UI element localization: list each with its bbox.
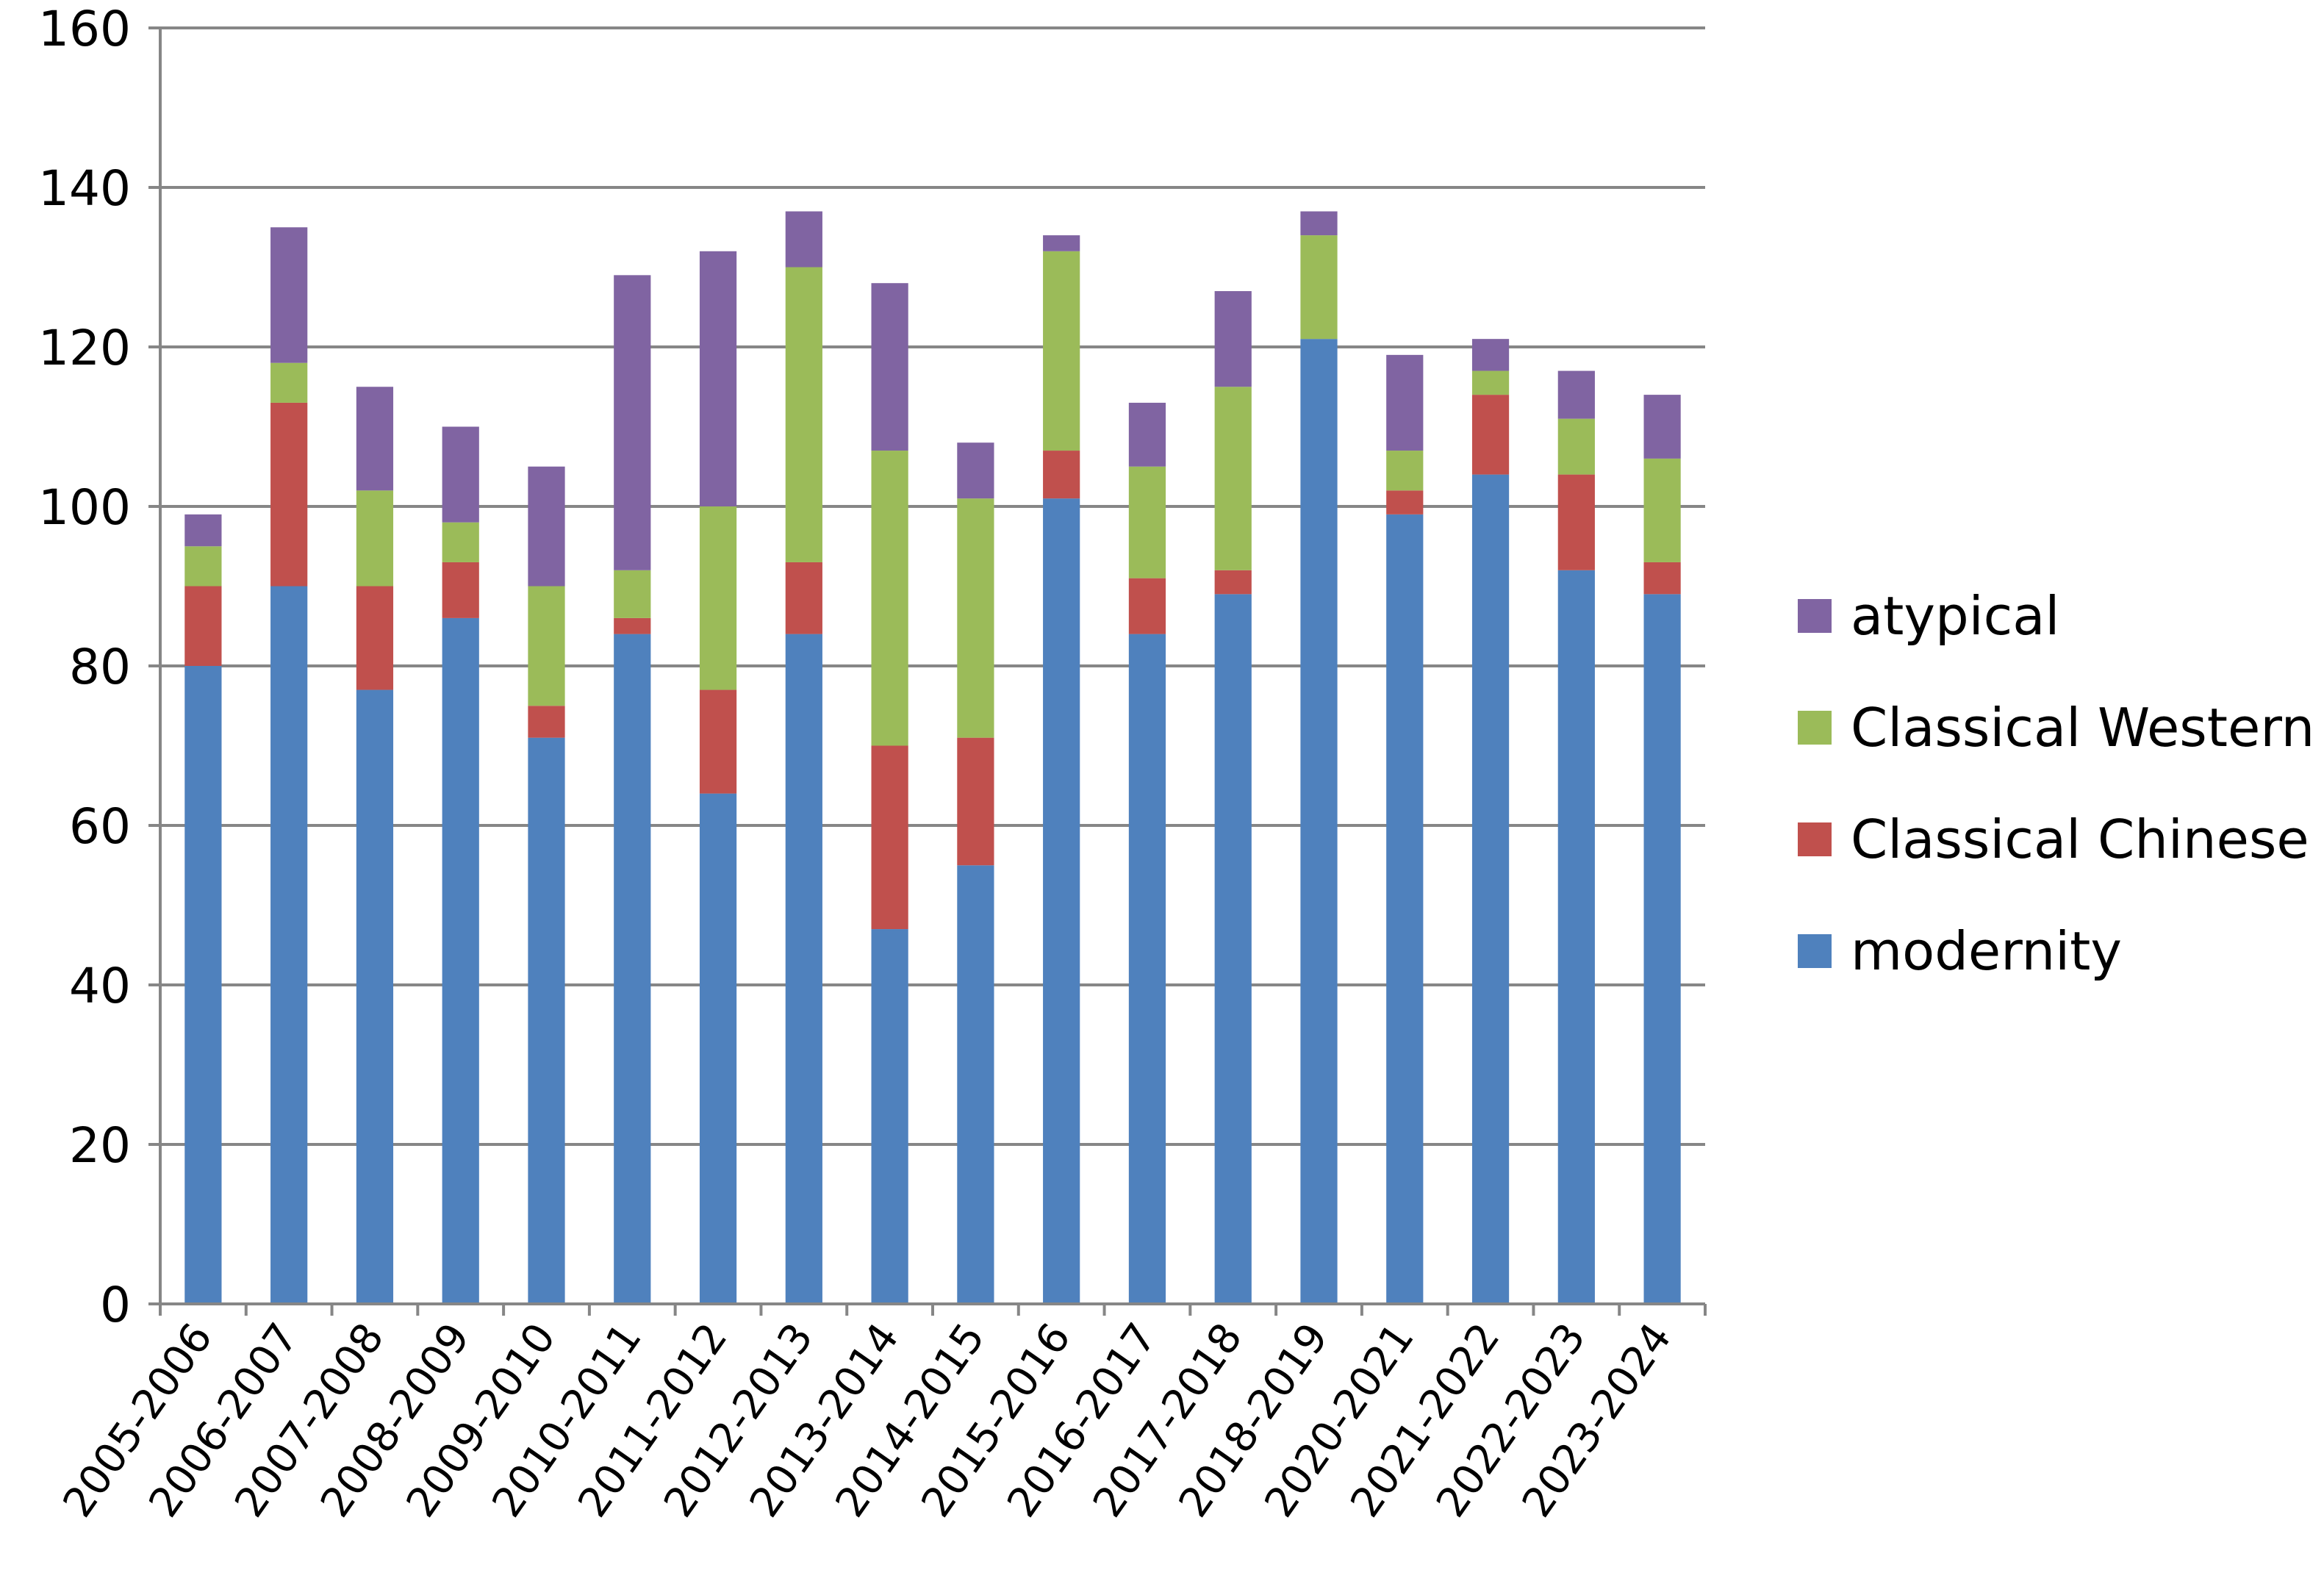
bar-segment-classical-western [785,267,822,562]
bar-segment-atypical [356,387,394,491]
legend-swatch [1798,822,1832,856]
bar-segment-classical-western [871,451,908,746]
bar-segment-classical-chinese [270,402,308,587]
bar-segment-classical-chinese [614,617,651,634]
bar-segment-atypical [699,251,737,506]
bar-segment-atypical [184,514,222,547]
bar-segment-modernity [1300,339,1338,1304]
bar-segment-modernity [528,737,565,1304]
bar-segment-atypical [1214,291,1252,387]
bar-segment-atypical [528,466,565,587]
legend-swatch [1798,934,1832,968]
bar-segment-classical-chinese [871,745,908,930]
bar-segment-classical-chinese [957,737,994,866]
bar-segment-classical-western [270,362,308,403]
bar-segment-classical-western [699,506,737,690]
bar-segment-classical-western [1643,458,1681,562]
y-tick-label: 120 [38,320,131,376]
legend-label: Classical Western [1851,697,2314,759]
bar-segment-classical-western [184,546,222,587]
legend-label: atypical [1851,585,2059,647]
y-tick-label: 0 [100,1277,131,1333]
bar-segment-modernity [614,634,651,1304]
bar-segment-modernity [442,617,479,1304]
bar-segment-classical-chinese [1043,451,1080,499]
bar-segment-classical-chinese [442,562,479,618]
bar-segment-atypical [1471,339,1510,371]
bars [184,211,1681,1304]
bar-segment-classical-western [1300,235,1338,340]
bar-segment-atypical [270,227,308,363]
bar-segment-classical-western [957,498,994,738]
bar-segment-atypical [871,283,908,451]
bar-segment-classical-chinese [1557,474,1595,570]
y-tick-label: 140 [38,160,131,217]
legend-swatch [1798,599,1832,633]
legend: atypical Classical Western Classical Chine… [1798,585,2314,982]
bar-segment-classical-western [356,490,394,587]
y-tick-label: 160 [38,1,131,57]
bar-segment-classical-western [614,570,651,618]
bar-segment-classical-western [1043,251,1080,451]
bar-segment-classical-western [1214,387,1252,570]
bar-segment-modernity [699,793,737,1304]
grid-lines [160,26,1705,1146]
y-tick-labels: 0 20 40 60 80 100 120 140 160 [38,1,131,1333]
bar-segment-modernity [1043,498,1080,1304]
bar-segment-modernity [1557,570,1595,1304]
bar-segment-classical-western [1128,466,1166,578]
bar-segment-modernity [1128,634,1166,1304]
bar-segment-classical-chinese [528,706,565,738]
x-tick-labels: 2005-20062006-20072007-20082008-20092009… [54,1315,1682,1526]
bar-segment-modernity [270,586,308,1304]
bar-segment-modernity [1386,514,1424,1304]
bar-segment-classical-western [528,586,565,706]
bar-segment-classical-western [1386,451,1424,491]
bar-segment-atypical [442,426,479,523]
bar-segment-atypical [614,275,651,570]
legend-label: modernity [1851,920,2122,982]
bar-segment-atypical [957,442,994,499]
y-tick-label: 100 [38,479,131,536]
bar-segment-classical-chinese [1386,490,1424,515]
bar-segment-modernity [871,929,908,1304]
bar-segment-classical-chinese [699,689,737,794]
bar-segment-atypical [1043,235,1080,251]
y-tick-label: 80 [69,639,131,695]
bar-segment-modernity [1471,474,1510,1304]
legend-swatch [1798,711,1832,745]
bar-segment-classical-western [1557,418,1595,475]
bar-segment-modernity [356,689,394,1304]
bar-segment-classical-chinese [1214,570,1252,595]
bar-segment-atypical [1386,354,1424,451]
bar-segment-classical-chinese [1471,395,1510,475]
bar-segment-modernity [184,666,222,1304]
axes [148,26,1707,1316]
bar-segment-classical-chinese [1128,578,1166,634]
y-tick-label: 20 [69,1117,131,1174]
bar-segment-classical-chinese [356,586,394,690]
bar-segment-classical-chinese [184,586,222,666]
bar-segment-classical-western [1471,370,1510,395]
bar-segment-atypical [1300,211,1338,236]
bar-segment-modernity [1643,594,1681,1304]
bar-segment-modernity [1214,594,1252,1304]
y-tick-label: 60 [69,798,131,855]
bar-segment-classical-chinese [785,562,822,634]
legend-label: Classical Chinese [1851,809,2309,870]
bar-segment-classical-chinese [1643,562,1681,595]
bar-segment-atypical [1128,402,1166,467]
y-tick-label: 40 [69,958,131,1014]
bar-segment-atypical [785,211,822,268]
bar-segment-atypical [1557,370,1595,419]
bar-segment-classical-western [442,522,479,562]
bar-segment-atypical [1643,395,1681,459]
bar-segment-modernity [785,634,822,1304]
bar-segment-modernity [957,865,994,1304]
